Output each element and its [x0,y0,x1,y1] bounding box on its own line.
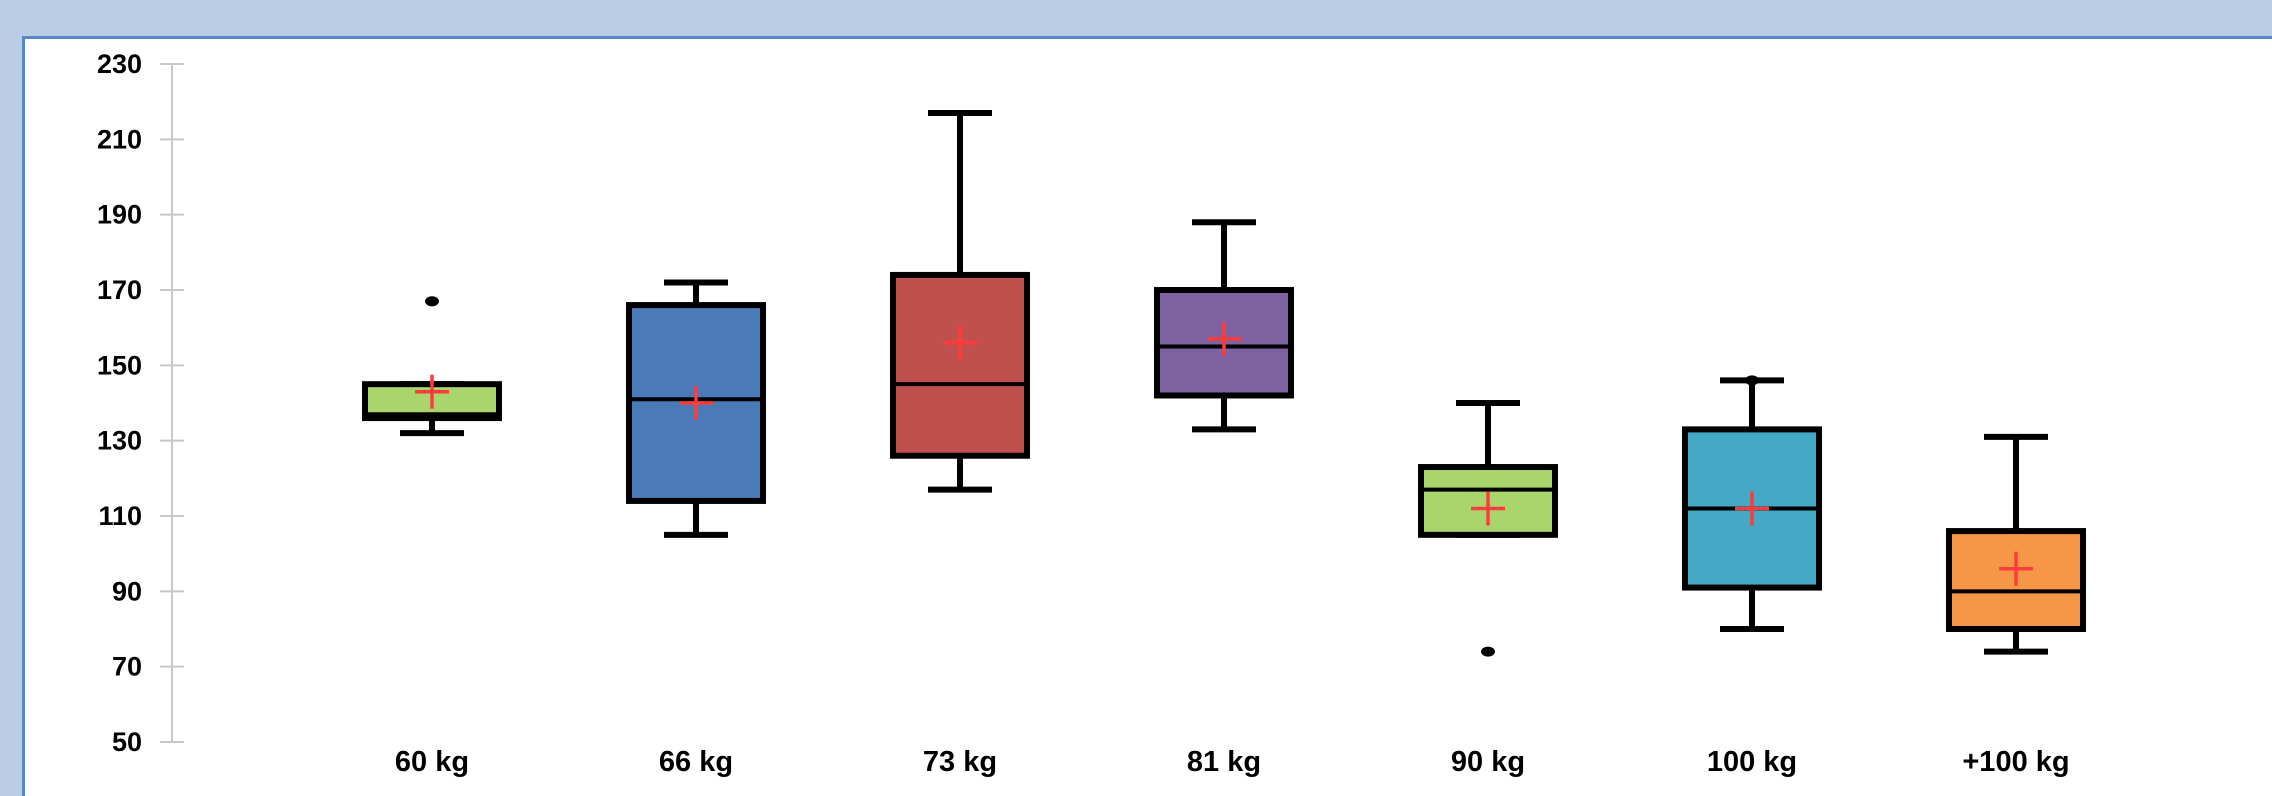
y-tick-label: 50 [112,727,142,757]
x-category-label: 73 kg [923,746,997,778]
x-category-label: 60 kg [395,746,469,778]
y-tick-label: 90 [112,576,142,606]
box-3 [890,109,1030,493]
x-category-label: 66 kg [659,746,733,778]
y-tick-label: 150 [97,350,142,380]
outlier-point [425,296,439,307]
y-tick-label: 190 [97,200,142,230]
x-axis-labels: 60 kg 66 kg 73 kg 81 kg 90 kg 100 kg +100 kg [395,746,2070,778]
y-tick-label: 70 [112,652,142,682]
y-tick-label: 130 [97,426,142,456]
box-4 [1154,219,1294,433]
boxplot-chart: 50 70 90 110 130 150 170 190 210 230 60 kg 66 kg 73… [97,49,2086,778]
box-2 [626,279,766,538]
y-tick-label: 170 [97,275,142,305]
x-category-label: 81 kg [1187,746,1261,778]
box-6 [1682,375,1822,632]
y-axis: 50 70 90 110 130 150 170 190 210 230 [97,49,184,757]
box-series [362,109,2086,657]
x-category-label: 90 kg [1451,746,1525,778]
x-category-label: 100 kg [1707,746,1797,778]
outlier-point [1481,646,1495,657]
box-5 [1418,400,1558,657]
y-tick-label: 230 [97,49,142,79]
y-tick-label: 210 [97,124,142,154]
chart-frame: 50 70 90 110 130 150 170 190 210 230 60 kg 66 kg 73… [22,36,2272,796]
y-tick-label: 110 [98,501,142,531]
x-category-label: +100 kg [1962,746,2069,778]
box-1 [362,296,502,437]
outlier-point [1745,375,1759,386]
iqr-box [890,271,1030,459]
box-7 [1946,433,2086,655]
